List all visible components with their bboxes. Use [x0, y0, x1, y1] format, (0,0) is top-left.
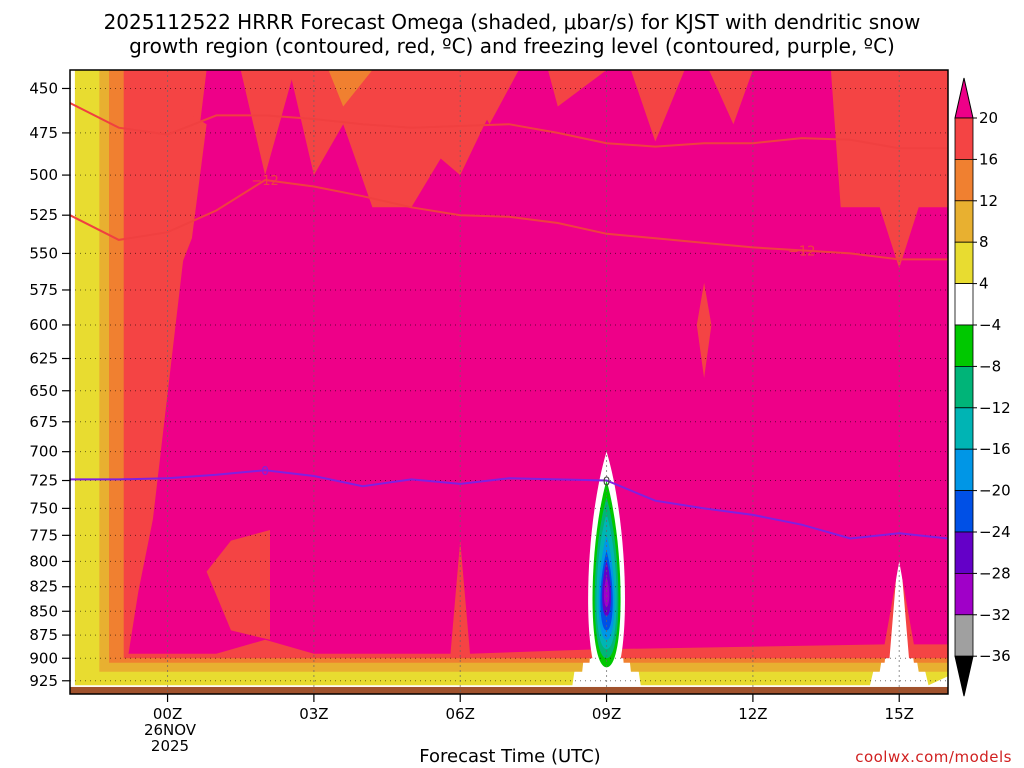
- freezing-label-left: 0: [261, 464, 269, 478]
- y-tick-label: 750: [29, 499, 58, 517]
- colorbar-label: 12: [979, 192, 998, 210]
- colorbar-under-arrow: [954, 655, 974, 697]
- colorbar-label: −24: [979, 523, 1011, 541]
- colorbar-swatch: [954, 448, 974, 492]
- colorbar-label: 20: [979, 109, 998, 127]
- colorbar-label: −32: [979, 606, 1011, 624]
- low-sink-16: [206, 530, 270, 640]
- colorbar-label: 4: [979, 275, 989, 293]
- x-tick-label: 00Z: [153, 705, 182, 723]
- colorbar-swatch: [954, 158, 974, 202]
- snow-growth-lower-contour: [70, 178, 948, 261]
- colorbar-swatch: [954, 614, 974, 657]
- colorbar-label: −12: [979, 399, 1011, 417]
- colorbar-label: −4: [979, 316, 1001, 334]
- chart-title-line1: 2025112522 HRRR Forecast Omega (shaded, …: [103, 10, 921, 34]
- colorbar-swatch: [954, 117, 974, 160]
- colorbar-swatch: [954, 283, 974, 326]
- colorbar-over-arrow: [954, 77, 974, 119]
- colorbar-label: 16: [979, 150, 998, 168]
- y-tick-label: 600: [29, 316, 58, 334]
- x-tick-label: 09Z: [592, 705, 621, 723]
- y-tick-label: 525: [29, 206, 58, 224]
- colorbar-swatch: [954, 407, 974, 450]
- upper-sink-16: [289, 70, 514, 208]
- colorbar: 20 16 12 8 4 −4 −8 −12 −16 −20 −24 −28 −32 −36: [954, 77, 1011, 697]
- colorbar-label: −36: [979, 647, 1011, 665]
- freezing-label-core: 0: [603, 475, 611, 489]
- y-tick-label: 725: [29, 472, 58, 490]
- x-axis-label: Forecast Time (UTC): [419, 746, 601, 767]
- plot-frame: [69, 69, 949, 695]
- x-tick-label: 03Z: [299, 705, 328, 723]
- y-tick-label: 550: [29, 244, 58, 262]
- colorbar-swatch: [954, 241, 974, 284]
- y-tick-label: 825: [29, 578, 58, 596]
- credit-text: coolwx.com/models: [855, 748, 1012, 766]
- colorbar-swatch: [954, 490, 974, 533]
- colorbar-label: 8: [979, 233, 989, 251]
- omega-band-20: [128, 70, 948, 654]
- y-tick-label: 575: [29, 281, 58, 299]
- y-tick-label: 775: [29, 526, 58, 544]
- y-tick-label: 675: [29, 413, 58, 431]
- colorbar-label: −16: [979, 440, 1011, 458]
- date-label-year: 2025: [150, 737, 190, 755]
- date-label-day: 26NOV: [143, 721, 197, 739]
- colorbar-label: −28: [979, 564, 1011, 582]
- y-tick-label: 925: [29, 672, 58, 690]
- freezing-level-contour: [70, 469, 948, 540]
- chart-title-line2: growth region (contoured, red, ºC) and f…: [129, 34, 895, 58]
- y-tick-label: 850: [29, 602, 58, 620]
- x-tick-label: 12Z: [738, 705, 767, 723]
- y-tick-label: 650: [29, 382, 58, 400]
- y-tick-label: 450: [29, 79, 58, 97]
- colorbar-label: −8: [979, 357, 1001, 375]
- colorbar-swatch: [954, 365, 974, 409]
- y-tick-label: 900: [29, 649, 58, 667]
- left-sink-16: [138, 106, 207, 325]
- y-tick-label: 875: [29, 626, 58, 644]
- ground-strip: [70, 686, 948, 694]
- y-tick-label: 700: [29, 443, 58, 461]
- colorbar-swatch: [954, 531, 974, 574]
- y-tick-label: 800: [29, 552, 58, 570]
- colorbar-swatch: [954, 200, 974, 243]
- colorbar-swatch: [954, 573, 974, 616]
- snow-growth-label-right: −12: [788, 244, 815, 259]
- y-tick-label: 475: [29, 124, 58, 142]
- colorbar-label: −20: [979, 482, 1011, 500]
- x-tick-label: 06Z: [446, 705, 475, 723]
- colorbar-swatch: [954, 324, 974, 367]
- x-tick-label: 15Z: [885, 705, 914, 723]
- small-sink-16: [696, 282, 712, 378]
- y-tick-label: 500: [29, 166, 58, 184]
- plot-area: −12 −12 0 0: [70, 70, 948, 694]
- y-tick-label: 625: [29, 350, 58, 368]
- snow-growth-upper-contour: [70, 102, 948, 150]
- snow-growth-label-left: −12: [251, 174, 278, 189]
